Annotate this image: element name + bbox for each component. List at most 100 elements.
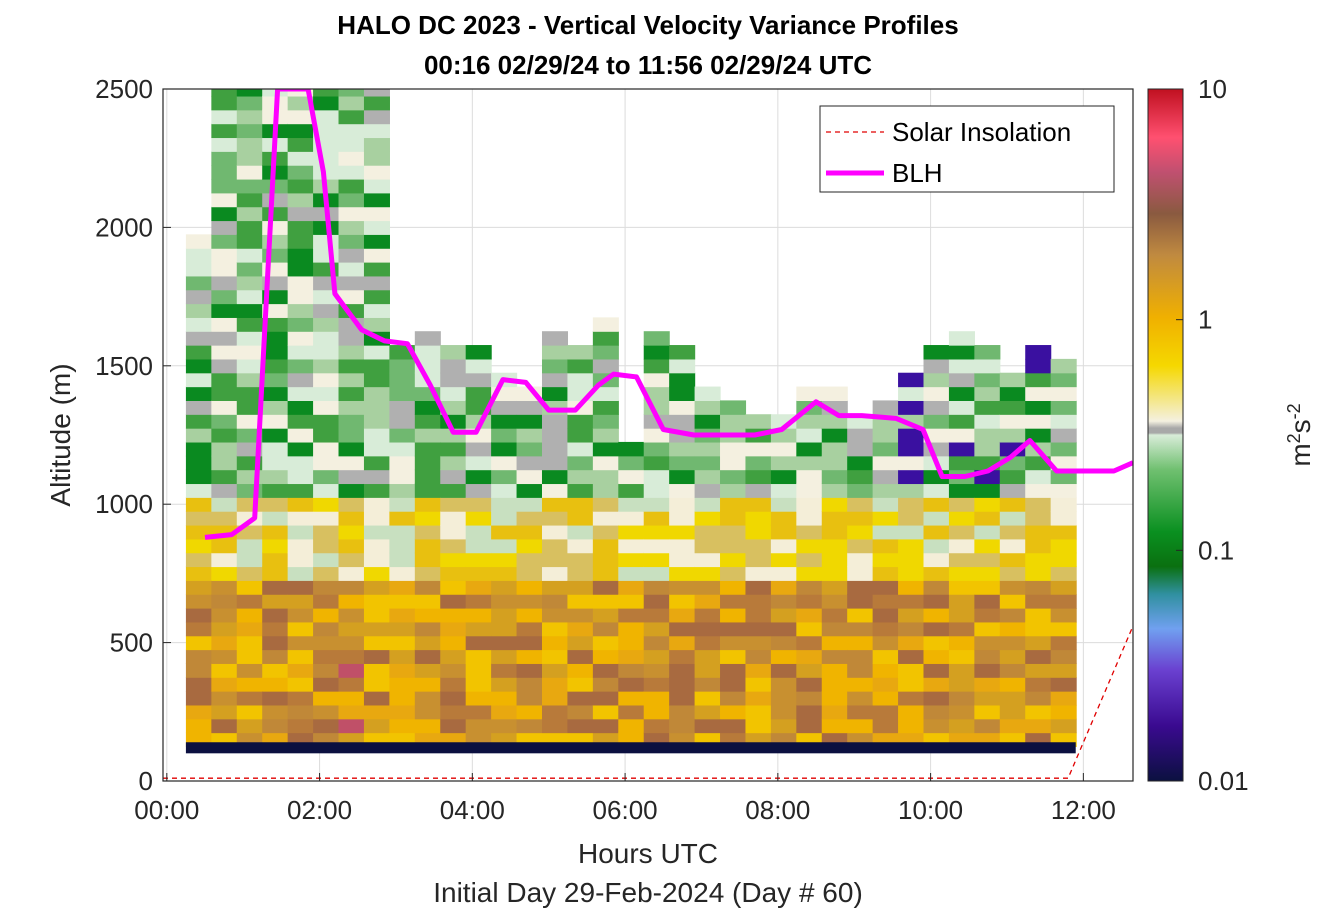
heatmap-cell [948,358,975,374]
heatmap-cell [262,704,289,720]
heatmap-cell [211,594,238,609]
heatmap-cell [745,414,772,429]
heatmap-cell [211,137,238,152]
heatmap-cell [999,483,1026,498]
heatmap-cell [974,635,1001,651]
heatmap-cell [694,524,721,540]
heatmap-cell [313,358,340,374]
heatmap-cell [236,109,263,125]
heatmap-cell [363,165,390,180]
heatmap-cell [948,414,975,429]
heatmap-cell [338,566,365,581]
heatmap-cell [745,635,772,651]
heatmap-cell [592,386,619,401]
heatmap-cell [720,497,747,512]
heatmap-cell [1050,524,1077,540]
heatmap-cell [313,248,340,263]
heatmap-cell [262,414,289,429]
heatmap-cell [541,580,569,595]
heatmap-cell [1050,414,1077,429]
heatmap-cell [262,608,289,623]
heatmap-cell [796,649,823,664]
heatmap-cell [541,386,569,401]
heatmap-cell [999,414,1026,429]
heatmap-cell [567,511,594,526]
heatmap-cell [974,414,1001,429]
heatmap-cell [491,580,518,595]
heatmap-cell [262,234,289,249]
heatmap-cell [185,262,212,277]
heatmap-cell [414,538,441,554]
heatmap-cell [287,206,314,222]
heatmap-cell [236,275,263,291]
heatmap-cell [592,511,619,526]
heatmap-cell [796,677,823,692]
heatmap-cell [236,137,263,152]
heatmap-cell [516,538,543,554]
heatmap-cell [414,663,441,678]
heatmap-cell [898,580,925,595]
heatmap-cell [211,691,238,706]
heatmap-cell [770,538,797,554]
heatmap-cell [1025,608,1052,623]
heatmap-cell [847,469,874,485]
heatmap-cell [491,608,518,623]
heatmap-cell [389,469,416,485]
heatmap-cell [923,524,950,540]
heatmap-cell [898,511,925,526]
heatmap-cell [999,386,1026,401]
heatmap-cell [389,580,416,595]
heatmap-cell [185,428,212,443]
heatmap-cell [313,566,340,581]
heatmap-cell [821,704,848,720]
heatmap-cell [872,594,899,609]
heatmap-cell [796,538,823,554]
heatmap-cell [872,718,899,734]
heatmap-cell [363,206,390,222]
heatmap-cell [211,580,238,595]
heatmap-cell [770,691,797,706]
heatmap-cell [440,469,467,485]
heatmap-cell [669,594,696,609]
heatmap-cell [414,345,441,360]
heatmap-cell [287,400,314,415]
heatmap-cell [923,552,950,568]
heatmap-cell [872,580,899,595]
heatmap-cell [567,718,594,734]
heatmap-cell [592,483,619,498]
heatmap-cell [847,608,874,623]
heatmap-cell [720,441,747,457]
heatmap-cell [262,663,289,678]
heatmap-cell [1050,372,1077,388]
heatmap-cell [236,331,263,346]
heatmap-cell [872,511,899,526]
heatmap-cell [338,89,365,97]
heatmap-cell [796,524,823,540]
heatmap-bottom-band [185,742,1076,754]
heatmap-cell [389,691,416,706]
heatmap-cell [948,566,975,581]
heatmap-cell [821,441,848,457]
heatmap-cell [974,566,1001,581]
heatmap-cell [516,441,543,457]
heatmap-cell [262,524,289,540]
heatmap-cell [287,511,314,526]
heatmap-cell [363,400,390,415]
heatmap-cell [491,718,518,734]
heatmap-cell [516,497,543,512]
heatmap-cell [211,345,238,360]
heatmap-cell [618,552,645,568]
heatmap-cell [923,566,950,581]
heatmap-cell [618,441,645,457]
heatmap-cells [185,89,1077,754]
heatmap-cell [898,455,925,471]
heatmap-cell [567,552,594,568]
heatmap-cell [516,483,543,498]
heatmap-cell [1025,538,1052,554]
heatmap-cell [236,289,263,305]
heatmap-cell [414,441,441,457]
heatmap-cell [363,691,390,706]
heatmap-cell [211,386,238,401]
heatmap-cell [898,649,925,664]
heatmap-cell [287,538,314,554]
